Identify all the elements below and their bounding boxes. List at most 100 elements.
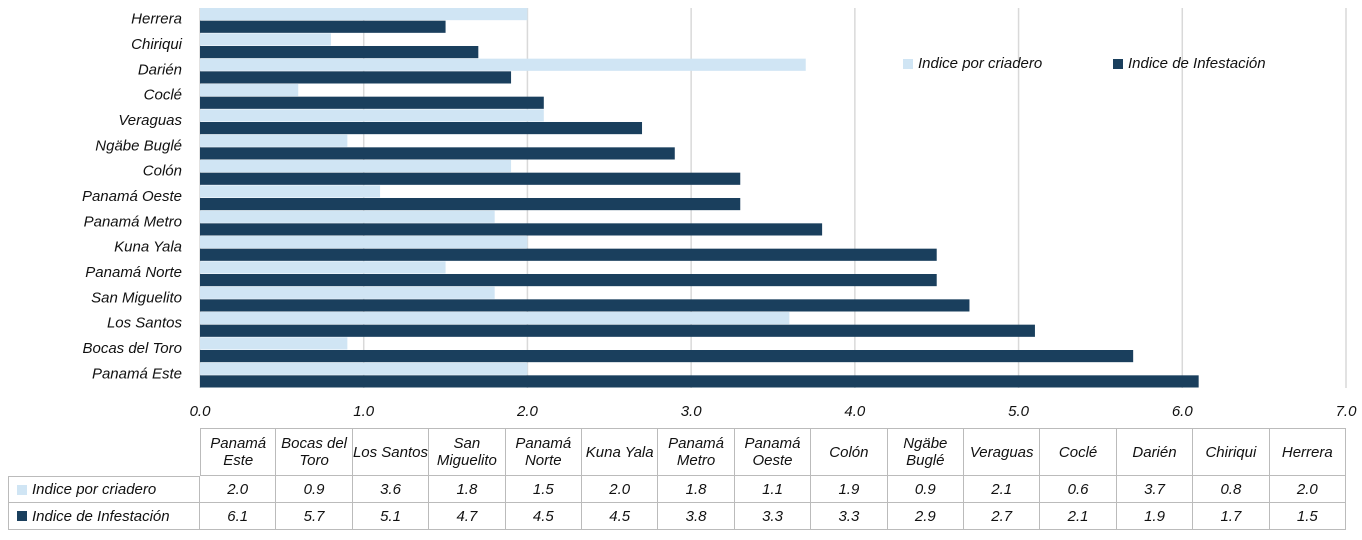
table-header: Panamá Norte <box>505 428 582 476</box>
bar <box>200 84 299 97</box>
table-header: Los Santos <box>352 428 430 476</box>
table-header: Veraguas <box>964 428 1041 476</box>
bar <box>200 109 544 122</box>
x-tick-label: 7.0 <box>1336 403 1358 420</box>
table-header: Bocas del Toro <box>276 428 353 476</box>
y-tick-label: Bocas del Toro <box>82 340 182 357</box>
y-tick-label: Panamá Metro <box>84 213 182 230</box>
y-tick-label: Darién <box>138 61 182 78</box>
table-header: Panamá Este <box>200 428 277 476</box>
y-tick-label: Ngäbe Buglé <box>95 137 182 154</box>
table-cell: 1.5 <box>505 476 582 503</box>
bar <box>200 337 348 350</box>
bar <box>200 210 495 223</box>
bar <box>200 362 528 375</box>
table-cell: 1.7 <box>1193 503 1270 530</box>
table-cell: 1.8 <box>429 476 506 503</box>
y-tick-label: Panamá Este <box>92 365 182 382</box>
x-tick-label: 2.0 <box>516 403 539 420</box>
x-tick-label: 4.0 <box>844 403 866 420</box>
table-header: Chiriqui <box>1193 428 1270 476</box>
table-cell: 2.9 <box>887 503 964 530</box>
y-tick-label: Coclé <box>144 87 182 104</box>
y-tick-label: Kuna Yala <box>114 239 182 256</box>
x-tick-label: 3.0 <box>681 403 703 420</box>
bar <box>200 96 544 109</box>
y-tick-label: San Miguelito <box>91 289 182 306</box>
bar <box>200 134 348 147</box>
y-tick-label: Herrera <box>131 11 182 28</box>
table-cell: 4.5 <box>505 503 582 530</box>
y-tick-label: Panamá Oeste <box>82 188 182 205</box>
table-cell: 1.5 <box>1269 503 1346 530</box>
table-cell: 2.0 <box>582 476 659 503</box>
table-cell: 0.9 <box>276 476 353 503</box>
table-cell: 0.9 <box>887 476 964 503</box>
bar <box>200 274 937 287</box>
legend-key <box>1113 59 1123 69</box>
table-cell: 3.6 <box>352 476 430 503</box>
table-cell: 2.0 <box>200 476 277 503</box>
table-cell: 2.7 <box>964 503 1041 530</box>
table-cell: 0.8 <box>1193 476 1270 503</box>
legend-label: Indice por criadero <box>918 55 1042 72</box>
bar <box>200 375 1199 388</box>
legend-key <box>17 484 27 495</box>
legend-label: Indice por criadero <box>32 481 157 498</box>
y-tick-label: Los Santos <box>107 315 183 332</box>
table-cell: 2.1 <box>964 476 1041 503</box>
bar <box>200 236 528 249</box>
bar <box>200 312 790 325</box>
table-cell: 5.7 <box>276 503 353 530</box>
table-legend: Indice por criadero <box>8 476 200 503</box>
table-header: Kuna Yala <box>582 428 659 476</box>
table-header: Coclé <box>1040 428 1117 476</box>
bar <box>200 198 741 211</box>
table-cell: 2.1 <box>1040 503 1117 530</box>
bar <box>200 160 512 173</box>
table-cell: 3.3 <box>811 503 888 530</box>
table-header: San Miguelito <box>429 428 506 476</box>
table-cell: 4.7 <box>429 503 506 530</box>
bar <box>200 33 331 46</box>
y-tick-label: Veraguas <box>118 112 182 129</box>
y-tick-label: Chiriqui <box>131 36 183 53</box>
table-legend: Indice de Infestación <box>8 503 200 530</box>
y-tick-label: Colón <box>143 163 182 180</box>
bar <box>200 172 741 185</box>
bar <box>200 248 937 261</box>
bar <box>200 147 675 160</box>
table-cell: 1.8 <box>658 476 735 503</box>
bar <box>200 8 528 21</box>
bar <box>200 324 1035 337</box>
table-cell: 3.8 <box>658 503 735 530</box>
table-header: Darién <box>1116 428 1194 476</box>
table-cell: 6.1 <box>200 503 277 530</box>
bar <box>200 185 381 198</box>
legend-key <box>903 59 913 69</box>
table-header: Colón <box>811 428 888 476</box>
bar <box>200 286 495 299</box>
table-cell: 3.7 <box>1116 476 1194 503</box>
table-cell: 1.9 <box>1116 503 1194 530</box>
x-tick-label: 1.0 <box>353 403 375 420</box>
table-header: Ngäbe Buglé <box>887 428 964 476</box>
bar <box>200 20 446 33</box>
bar <box>200 122 643 135</box>
bar <box>200 350 1134 363</box>
table-cell: 0.6 <box>1040 476 1117 503</box>
table-cell: 2.0 <box>1269 476 1346 503</box>
table-header: Panamá Oeste <box>734 428 812 476</box>
bar <box>200 71 512 84</box>
x-tick-label: 6.0 <box>1172 403 1194 420</box>
bar <box>200 46 479 59</box>
table-cell: 5.1 <box>352 503 430 530</box>
table-header: Herrera <box>1269 428 1346 476</box>
bar <box>200 58 806 71</box>
table-header: Panamá Metro <box>658 428 735 476</box>
bar <box>200 299 970 312</box>
legend-label: Indice de Infestación <box>1128 55 1266 72</box>
table-cell: 4.5 <box>582 503 659 530</box>
